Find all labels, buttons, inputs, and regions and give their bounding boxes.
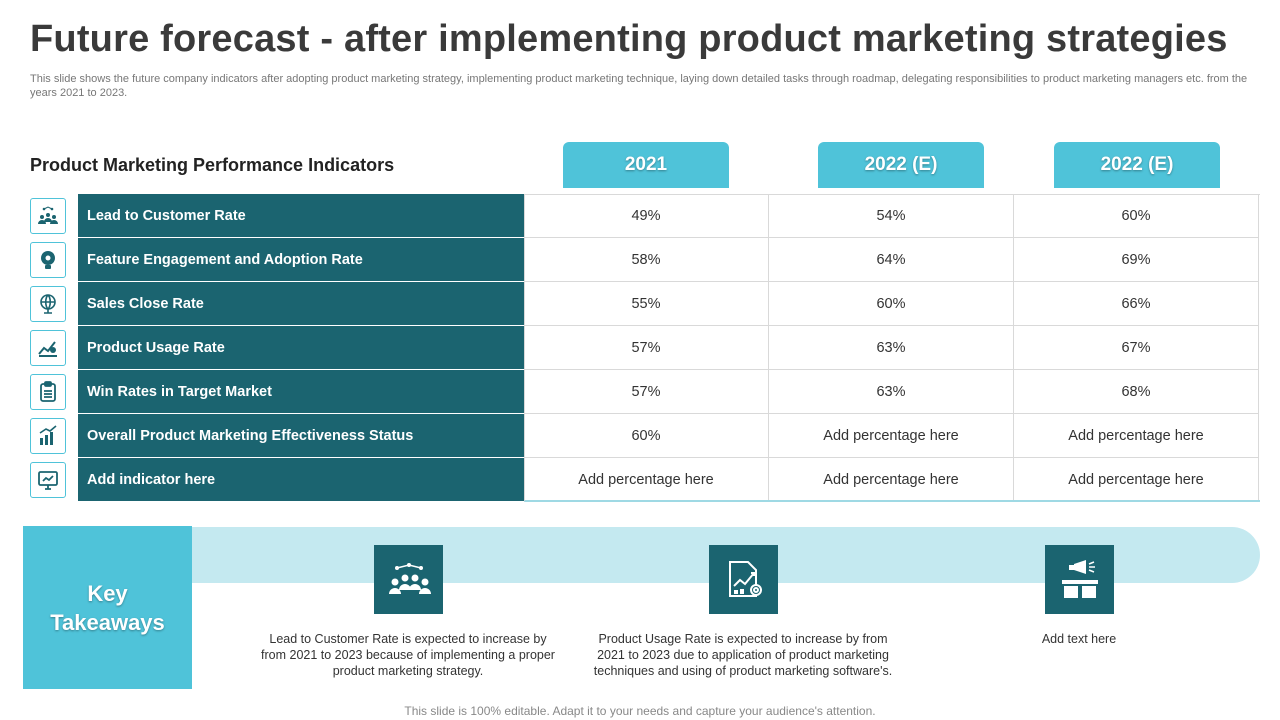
row-label: Feature Engagement and Adoption Rate	[78, 238, 524, 282]
table-cell: 58%	[524, 238, 769, 282]
takeaway-text-3: Add text here	[1041, 632, 1117, 646]
table-cell: Add percentage here	[769, 458, 1014, 502]
table-cell: Add percentage here	[524, 458, 769, 502]
column-header-2021: 2021	[563, 142, 729, 188]
table-cell: Add percentage here	[1014, 458, 1259, 502]
row-label: Overall Product Marketing Effectiveness …	[78, 414, 524, 458]
page-subtitle: This slide shows the future company indi…	[30, 73, 1248, 99]
table-cell: 55%	[524, 282, 769, 326]
table-row: Win Rates in Target Market 57% 63% 68%	[30, 370, 1260, 414]
column-header-2022-e-second: 2022 (E)	[1054, 142, 1220, 188]
table-row: Product Usage Rate 57% 63% 67%	[30, 326, 1260, 370]
table-row: Feature Engagement and Adoption Rate 58% 6…	[30, 238, 1260, 282]
key-takeaways-line1: Key	[87, 580, 128, 606]
table-cell: 57%	[524, 370, 769, 414]
table-cell: Add percentage here	[1014, 414, 1259, 458]
row-label: Sales Close Rate	[78, 282, 524, 326]
people-network-icon	[30, 198, 66, 234]
globe-target-icon	[30, 286, 66, 322]
row-label: Product Usage Rate	[78, 326, 524, 370]
lightbulb-gear-icon	[30, 242, 66, 278]
table-cell: 57%	[524, 326, 769, 370]
table-row: Sales Close Rate 55% 60% 66%	[30, 282, 1260, 326]
table-cell: 60%	[769, 282, 1014, 326]
key-takeaways-line2: Takeaways	[50, 609, 165, 635]
table-row: Lead to Customer Rate 49% 54% 60%	[30, 194, 1260, 238]
key-takeaways-label: Key Takeaways	[23, 526, 192, 689]
clipboard-icon	[30, 374, 66, 410]
table-row: Overall Product Marketing Effectiveness …	[30, 414, 1260, 458]
table-cell: 66%	[1014, 282, 1259, 326]
table-cell: Add percentage here	[769, 414, 1014, 458]
team-network-icon	[374, 545, 443, 614]
table-cell: 60%	[524, 414, 769, 458]
row-label: Win Rates in Target Market	[78, 370, 524, 414]
row-label: Add indicator here	[78, 458, 524, 502]
row-label: Lead to Customer Rate	[78, 194, 524, 238]
table-row: Add indicator here Add percentage here Add…	[30, 458, 1260, 502]
report-gear-icon	[709, 545, 778, 614]
monitor-icon	[30, 462, 66, 498]
table-cell: 64%	[769, 238, 1014, 282]
table-cell: 54%	[769, 194, 1014, 238]
table-cell: 67%	[1014, 326, 1259, 370]
product-chart-icon	[30, 330, 66, 366]
table-cell: 49%	[524, 194, 769, 238]
takeaway-text-2: Product Usage Rate is expected to increa…	[593, 632, 893, 678]
table-cell: 68%	[1014, 370, 1259, 414]
page-title: Future forecast - after implementing pro…	[30, 18, 1228, 60]
table-cell: 69%	[1014, 238, 1259, 282]
table-cell: 60%	[1014, 194, 1259, 238]
footer-note: This slide is 100% editable. Adapt it to…	[404, 704, 876, 718]
indicators-heading: Product Marketing Performance Indicators	[30, 155, 395, 175]
table-cell: 63%	[769, 326, 1014, 370]
column-header-2022-e: 2022 (E)	[818, 142, 984, 188]
growth-people-icon	[30, 418, 66, 454]
table-cell: 63%	[769, 370, 1014, 414]
takeaway-text-1: Lead to Customer Rate is expected to inc…	[261, 632, 555, 678]
megaphone-box-icon	[1045, 545, 1114, 614]
